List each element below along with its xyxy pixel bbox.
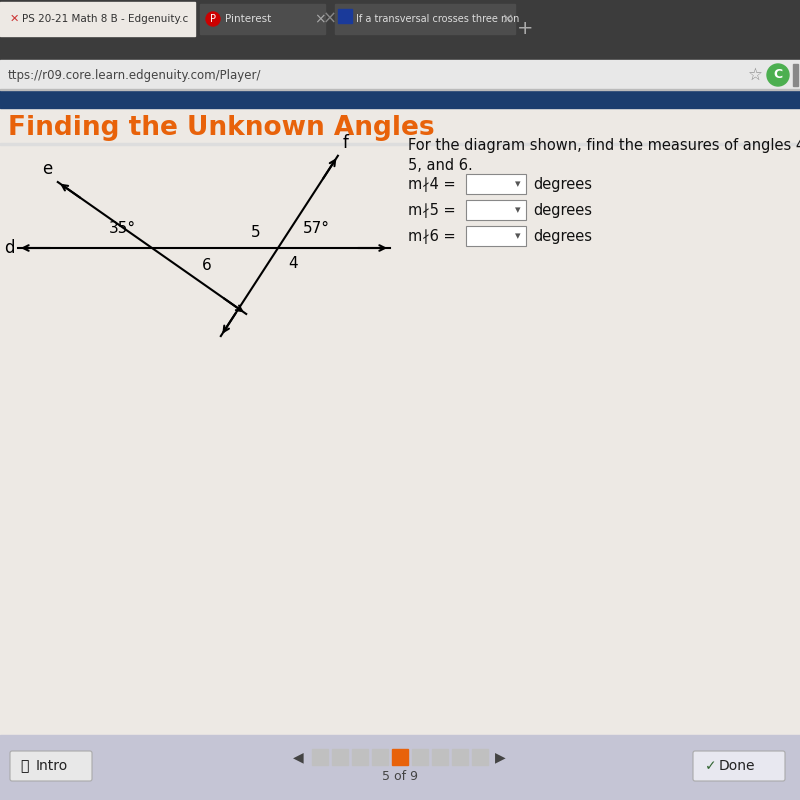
Text: degrees: degrees bbox=[533, 177, 592, 191]
Text: ttps://r09.core.learn.edgenuity.com/Player/: ttps://r09.core.learn.edgenuity.com/Play… bbox=[8, 69, 262, 82]
Bar bbox=[332, 749, 348, 765]
FancyBboxPatch shape bbox=[466, 226, 526, 246]
Circle shape bbox=[767, 64, 789, 86]
Text: Intro: Intro bbox=[36, 759, 68, 773]
Text: f: f bbox=[343, 134, 349, 152]
Bar bbox=[335, 4, 515, 34]
Text: degrees: degrees bbox=[533, 229, 592, 243]
Text: Finding the Unknown Angles: Finding the Unknown Angles bbox=[8, 115, 434, 141]
Bar bbox=[0, 0, 800, 60]
Text: ◀: ◀ bbox=[293, 750, 303, 764]
Text: ×: × bbox=[314, 12, 326, 26]
Bar bbox=[0, 89, 800, 90]
Text: ☆: ☆ bbox=[747, 66, 762, 84]
Bar bbox=[432, 749, 448, 765]
Bar bbox=[472, 749, 488, 765]
Bar bbox=[338, 9, 352, 23]
Text: ▶: ▶ bbox=[494, 750, 506, 764]
Text: e: e bbox=[42, 160, 53, 178]
Bar bbox=[0, 2, 195, 36]
Text: 5: 5 bbox=[250, 225, 260, 240]
Text: For the diagram shown, find the measures of angles 4,: For the diagram shown, find the measures… bbox=[408, 138, 800, 153]
Bar bbox=[412, 749, 428, 765]
Text: ×: × bbox=[501, 12, 513, 26]
Text: If a transversal crosses three non: If a transversal crosses three non bbox=[356, 14, 519, 24]
Bar bbox=[0, 107, 800, 799]
Text: degrees: degrees bbox=[533, 202, 592, 218]
Text: PS 20-21 Math 8 B - Edgenuity.c: PS 20-21 Math 8 B - Edgenuity.c bbox=[22, 14, 188, 24]
Text: 57°: 57° bbox=[303, 221, 330, 236]
Text: Done: Done bbox=[719, 759, 755, 773]
FancyBboxPatch shape bbox=[10, 751, 92, 781]
Text: ▾: ▾ bbox=[515, 179, 521, 189]
Bar bbox=[0, 735, 800, 800]
Text: ×: × bbox=[323, 10, 337, 28]
Text: d: d bbox=[5, 239, 15, 257]
Bar bbox=[0, 143, 800, 145]
Text: ✓: ✓ bbox=[705, 759, 717, 773]
Text: C: C bbox=[774, 69, 782, 82]
Text: 4: 4 bbox=[288, 256, 298, 271]
Bar bbox=[352, 749, 368, 765]
Text: 5, and 6.: 5, and 6. bbox=[408, 158, 473, 173]
Text: P: P bbox=[210, 14, 216, 24]
Text: ▾: ▾ bbox=[515, 231, 521, 241]
FancyBboxPatch shape bbox=[466, 200, 526, 220]
Text: 🔊: 🔊 bbox=[20, 759, 28, 773]
Bar bbox=[793, 64, 798, 86]
Text: m∤6 =: m∤6 = bbox=[408, 229, 456, 243]
Bar bbox=[372, 749, 388, 765]
FancyBboxPatch shape bbox=[693, 751, 785, 781]
Text: 6: 6 bbox=[202, 258, 212, 273]
Bar bbox=[392, 749, 408, 765]
Text: +: + bbox=[517, 18, 534, 38]
Text: ▾: ▾ bbox=[515, 205, 521, 215]
Text: 5 of 9: 5 of 9 bbox=[382, 770, 418, 783]
Text: Pinterest: Pinterest bbox=[225, 14, 271, 24]
Text: ✕: ✕ bbox=[10, 14, 19, 24]
Bar bbox=[452, 749, 468, 765]
Text: m∤4 =: m∤4 = bbox=[408, 177, 456, 191]
Bar bbox=[0, 60, 800, 90]
Bar bbox=[0, 90, 800, 108]
FancyBboxPatch shape bbox=[466, 174, 526, 194]
Bar bbox=[312, 749, 328, 765]
Text: m∤5 =: m∤5 = bbox=[408, 202, 456, 218]
Bar bbox=[200, 4, 325, 34]
Circle shape bbox=[206, 12, 220, 26]
Text: 35°: 35° bbox=[109, 221, 135, 236]
